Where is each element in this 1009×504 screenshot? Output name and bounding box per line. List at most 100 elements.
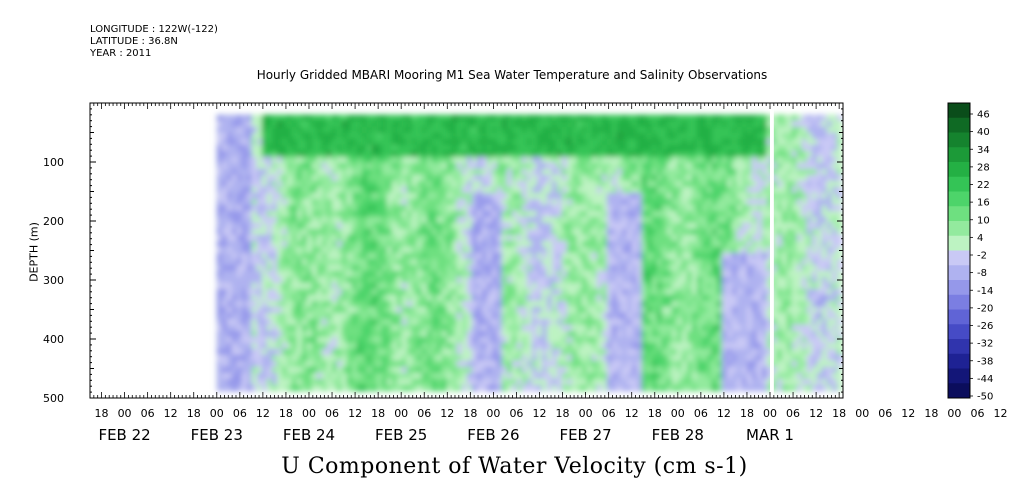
x-tick-label: 12	[348, 407, 362, 420]
x-tick-label: 06	[233, 407, 247, 420]
colorbar-swatch	[948, 147, 970, 163]
colorbar-label: 22	[977, 180, 990, 191]
colorbar-label: 46	[977, 110, 990, 121]
x-day-label: FEB 27	[559, 426, 611, 444]
x-tick-label: 12	[994, 407, 1008, 420]
y-tick-label: 400	[43, 333, 64, 346]
y-tick-label: 300	[43, 274, 64, 287]
x-tick-label: 06	[970, 407, 984, 420]
colorbar-swatch	[948, 368, 970, 384]
colorbar-label: -26	[977, 321, 993, 332]
colorbar-label: 16	[977, 198, 990, 209]
velocity-field	[216, 114, 843, 392]
x-day-label: FEB 26	[467, 426, 519, 444]
x-tick-label: 00	[118, 407, 132, 420]
x-day-label: FEB 23	[191, 426, 243, 444]
x-tick-label: 18	[95, 407, 109, 420]
colorbar-label: 10	[977, 215, 990, 226]
colorbar-swatch	[948, 221, 970, 237]
colorbar-swatch	[948, 176, 970, 192]
x-tick-label: 12	[625, 407, 639, 420]
colorbar-frame	[947, 102, 971, 399]
colorbar-label: -44	[977, 374, 993, 385]
x-tick-label: 00	[671, 407, 685, 420]
x-tick-label: 06	[786, 407, 800, 420]
x-tick-label: 18	[924, 407, 938, 420]
colorbar-swatch	[948, 324, 970, 340]
colorbar-label: -20	[977, 303, 993, 314]
longitude-label: LONGITUDE : 122W(-122)	[90, 24, 218, 35]
colorbar-swatch	[948, 265, 970, 281]
colorbar-label: 28	[977, 162, 990, 173]
data-gaps	[770, 104, 774, 397]
x-tick-label: 12	[440, 407, 454, 420]
chart-title: Hourly Gridded MBARI Mooring M1 Sea Wate…	[256, 68, 768, 82]
x-axis: 18 00 06 12 18 00 06 12 18 00 06 12 18 00 06 12 18 00 06 12…	[89, 103, 1008, 444]
x-tick-label: 12	[164, 407, 178, 420]
x-tick-label: 18	[463, 407, 477, 420]
x-axis-label: U Component of Water Velocity (cm s-1)	[281, 454, 748, 479]
colorbar-swatch	[948, 191, 970, 207]
colorbar-swatch	[948, 280, 970, 296]
x-tick-label: 18	[556, 407, 570, 420]
x-day-label: MAR 1	[746, 426, 794, 444]
colorbar-label: -32	[977, 339, 993, 350]
x-tick-label: 06	[878, 407, 892, 420]
colorbar-swatch	[948, 309, 970, 325]
year-label: YEAR : 2011	[90, 48, 152, 59]
colorbar-label: 40	[977, 127, 990, 138]
x-tick-label: 00	[394, 407, 408, 420]
x-tick-label: 18	[648, 407, 662, 420]
colorbar-swatch	[948, 132, 970, 148]
colorbar-label: -14	[977, 286, 993, 297]
x-tick-label: 18	[187, 407, 201, 420]
x-tick-label: 12	[717, 407, 731, 420]
x-tick-label: 18	[740, 407, 754, 420]
colorbar-swatch	[948, 339, 970, 355]
x-tick-label: 06	[325, 407, 339, 420]
x-tick-label: 18	[832, 407, 846, 420]
colorbar-swatch	[948, 383, 970, 399]
x-tick-label: 12	[901, 407, 915, 420]
x-tick-label: 12	[809, 407, 823, 420]
colorbar-swatch	[948, 117, 970, 133]
colorbar-label: 34	[977, 145, 990, 156]
x-tick-label: 00	[947, 407, 961, 420]
colorbar-swatch	[948, 162, 970, 178]
x-tick-label: 00	[763, 407, 777, 420]
y-axis: 100 200 300 400 500	[43, 102, 843, 405]
velocity-cells	[216, 114, 843, 392]
colorbar-label: -50	[977, 392, 993, 403]
colorbar-label: -2	[977, 251, 987, 262]
colorbar-swatch	[948, 103, 970, 119]
x-tick-label: 12	[256, 407, 270, 420]
colorbar-swatch	[948, 294, 970, 310]
colorbar-swatch	[948, 353, 970, 369]
data-gap	[770, 104, 774, 397]
colorbar-swatch	[948, 206, 970, 222]
x-day-label: FEB 24	[283, 426, 335, 444]
y-tick-label: 100	[43, 156, 64, 169]
x-day-label: FEB 28	[652, 426, 704, 444]
colorbar: 46 40 34 28 22 16 10 4 -2 -8 -14 -20 -26 -32 -38 -44 -50	[947, 102, 993, 403]
x-day-label: FEB 25	[375, 426, 427, 444]
colorbar-label: -38	[977, 356, 993, 367]
x-tick-label: 00	[302, 407, 316, 420]
x-tick-label: 00	[579, 407, 593, 420]
latitude-label: LATITUDE : 36.8N	[90, 36, 178, 47]
x-tick-label: 06	[509, 407, 523, 420]
colorbar-swatch	[948, 250, 970, 266]
y-tick-label: 500	[43, 392, 64, 405]
colorbar-label: -8	[977, 268, 987, 279]
x-tick-label: 00	[855, 407, 869, 420]
x-tick-label: 12	[532, 407, 546, 420]
x-tick-label: 06	[141, 407, 155, 420]
colorbar-label: 4	[977, 233, 983, 244]
x-tick-label: 18	[279, 407, 293, 420]
x-tick-label: 00	[210, 407, 224, 420]
x-tick-label: 18	[371, 407, 385, 420]
x-tick-label: 06	[602, 407, 616, 420]
x-tick-label: 00	[486, 407, 500, 420]
x-day-label: FEB 22	[98, 426, 150, 444]
